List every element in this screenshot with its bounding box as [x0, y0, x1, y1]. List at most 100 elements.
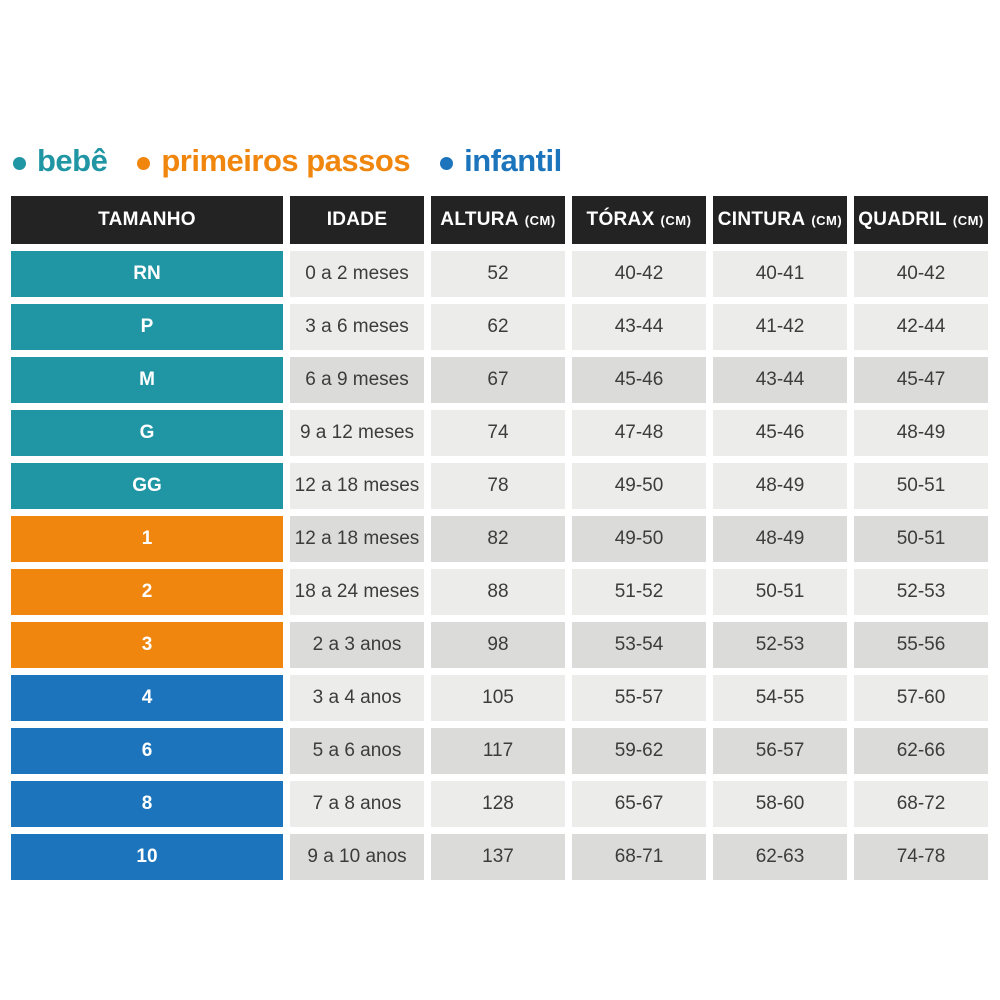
quadril-cell: 50-51 — [854, 463, 988, 509]
idade-cell: 0 a 2 meses — [290, 251, 424, 297]
idade-cell: 12 a 18 meses — [290, 516, 424, 562]
torax-cell: 45-46 — [572, 357, 706, 403]
quadril-cell: 42-44 — [854, 304, 988, 350]
size-cell: 8 — [11, 781, 283, 827]
size-cell: P — [11, 304, 283, 350]
cintura-cell: 40-41 — [713, 251, 847, 297]
torax-cell: 68-71 — [572, 834, 706, 880]
cintura-cell: 45-46 — [713, 410, 847, 456]
size-cell: 4 — [11, 675, 283, 721]
legend-label: infantil — [464, 143, 562, 178]
quadril-cell: 45-47 — [854, 357, 988, 403]
cintura-cell: 43-44 — [713, 357, 847, 403]
torax-cell: 53-54 — [572, 622, 706, 668]
cintura-cell: 48-49 — [713, 463, 847, 509]
altura-cell: 62 — [431, 304, 565, 350]
idade-cell: 9 a 10 anos — [290, 834, 424, 880]
size-cell: G — [11, 410, 283, 456]
idade-cell: 12 a 18 meses — [290, 463, 424, 509]
quadril-cell: 62-66 — [854, 728, 988, 774]
legend-label: bebê — [37, 143, 108, 178]
size-cell: 10 — [11, 834, 283, 880]
altura-cell: 78 — [431, 463, 565, 509]
column-header-label: CINTURA — [717, 209, 806, 230]
column-header-unit: (CM) — [660, 212, 692, 228]
torax-cell: 65-67 — [572, 781, 706, 827]
torax-cell: 47-48 — [572, 410, 706, 456]
torax-cell: 43-44 — [572, 304, 706, 350]
torax-cell: 51-52 — [572, 569, 706, 615]
altura-cell: 128 — [431, 781, 565, 827]
column-header: IDADE — [290, 196, 424, 244]
torax-cell: 49-50 — [572, 463, 706, 509]
idade-cell: 3 a 4 anos — [290, 675, 424, 721]
cintura-cell: 52-53 — [713, 622, 847, 668]
legend-item-primeiros-passos: primeiros passos — [137, 143, 411, 179]
idade-cell: 18 a 24 meses — [290, 569, 424, 615]
quadril-cell: 57-60 — [854, 675, 988, 721]
column-header: TAMANHO — [11, 196, 283, 244]
column-header: ALTURA (CM) — [431, 196, 565, 244]
column-header-label: TAMANHO — [98, 209, 196, 230]
altura-cell: 105 — [431, 675, 565, 721]
legend-item-bebe: bebê — [13, 143, 108, 179]
quadril-cell: 40-42 — [854, 251, 988, 297]
cintura-cell: 54-55 — [713, 675, 847, 721]
column-header-label: ALTURA — [440, 209, 519, 230]
column-header: CINTURA (CM) — [713, 196, 847, 244]
altura-cell: 74 — [431, 410, 565, 456]
quadril-cell: 55-56 — [854, 622, 988, 668]
legend-label: primeiros passos — [161, 143, 411, 178]
quadril-cell: 48-49 — [854, 410, 988, 456]
altura-cell: 137 — [431, 834, 565, 880]
size-cell: 1 — [11, 516, 283, 562]
torax-cell: 49-50 — [572, 516, 706, 562]
idade-cell: 5 a 6 anos — [290, 728, 424, 774]
column-header: QUADRIL (CM) — [854, 196, 988, 244]
altura-cell: 88 — [431, 569, 565, 615]
cintura-cell: 62-63 — [713, 834, 847, 880]
size-cell: M — [11, 357, 283, 403]
idade-cell: 7 a 8 anos — [290, 781, 424, 827]
idade-cell: 9 a 12 meses — [290, 410, 424, 456]
altura-cell: 67 — [431, 357, 565, 403]
column-header: TÓRAX (CM) — [572, 196, 706, 244]
cintura-cell: 50-51 — [713, 569, 847, 615]
size-cell: 3 — [11, 622, 283, 668]
category-legend: bebê primeiros passos infantil — [13, 143, 562, 179]
idade-cell: 6 a 9 meses — [290, 357, 424, 403]
column-header-label: QUADRIL — [858, 209, 947, 230]
size-cell: RN — [11, 251, 283, 297]
cintura-cell: 41-42 — [713, 304, 847, 350]
size-table: TAMANHO IDADE ALTURA (CM) TÓRAX (CM) CINTURA (C… — [11, 196, 988, 880]
column-header-unit: (CM) — [524, 212, 556, 228]
altura-cell: 117 — [431, 728, 565, 774]
idade-cell: 2 a 3 anos — [290, 622, 424, 668]
bullet-icon — [440, 156, 454, 170]
cintura-cell: 56-57 — [713, 728, 847, 774]
size-cell: GG — [11, 463, 283, 509]
column-header-unit: (CM) — [952, 212, 984, 228]
torax-cell: 40-42 — [572, 251, 706, 297]
cintura-cell: 48-49 — [713, 516, 847, 562]
altura-cell: 82 — [431, 516, 565, 562]
size-cell: 6 — [11, 728, 283, 774]
bullet-icon — [137, 156, 151, 170]
legend-item-infantil: infantil — [440, 143, 562, 179]
column-header-label: TÓRAX — [586, 209, 655, 230]
idade-cell: 3 a 6 meses — [290, 304, 424, 350]
quadril-cell: 74-78 — [854, 834, 988, 880]
torax-cell: 59-62 — [572, 728, 706, 774]
torax-cell: 55-57 — [572, 675, 706, 721]
column-header-label: IDADE — [326, 209, 388, 230]
bullet-icon — [13, 156, 26, 170]
quadril-cell: 52-53 — [854, 569, 988, 615]
column-header-unit: (CM) — [811, 212, 843, 228]
quadril-cell: 50-51 — [854, 516, 988, 562]
size-cell: 2 — [11, 569, 283, 615]
quadril-cell: 68-72 — [854, 781, 988, 827]
cintura-cell: 58-60 — [713, 781, 847, 827]
altura-cell: 98 — [431, 622, 565, 668]
altura-cell: 52 — [431, 251, 565, 297]
